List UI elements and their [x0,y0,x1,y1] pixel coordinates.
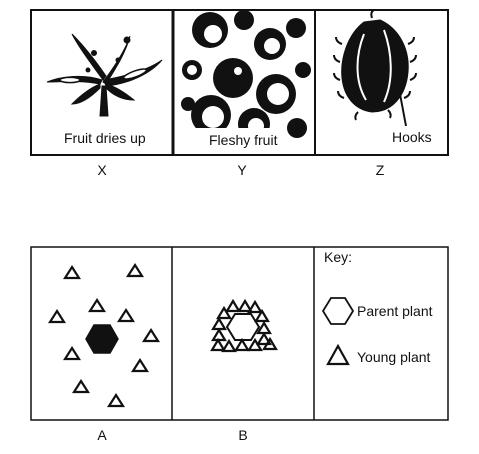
young-plant-triangle [74,381,88,392]
berry-cluster [181,10,311,140]
parent-plant-hexagon [86,325,118,353]
young-plant-triangle [128,265,142,276]
young-plant-triangle [249,302,261,312]
young-plant-triangle [90,300,104,311]
young-plant-triangle [50,311,64,322]
young-plant-triangle [223,341,235,351]
panel-letter-a: A [97,427,107,443]
fleshy-fruit-illustration [181,10,311,152]
young-plant-triangle [119,310,133,321]
young-plant-triangle [213,319,225,329]
panel-a-distribution [50,265,158,406]
legend-young-label: Young plant [357,349,431,365]
caption-fruit-dries-up: Fruit dries up [64,130,146,146]
young-plant-triangle [227,301,239,311]
young-plant-triangle [212,340,224,350]
caption-hooks: Hooks [392,129,432,145]
panel-letter-b: B [238,427,247,443]
panel-letter-z: Z [376,162,385,178]
young-plant-triangle [144,330,158,341]
legend-parent-symbol [323,298,353,324]
young-plant-triangle [133,360,147,371]
young-plant-triangle [239,301,251,311]
panel-letter-x: X [97,162,107,178]
young-plant-triangle [65,267,79,278]
caption-fleshy-fruit: Fleshy fruit [209,132,278,148]
young-plant-triangle [65,348,79,359]
young-plant-triangle [213,330,225,340]
legend-title: Key: [324,249,352,265]
panel-b-distribution [212,301,276,351]
legend-parent-label: Parent plant [357,303,433,319]
parent-plant-hexagon [227,314,259,340]
young-plant-triangle [236,340,248,350]
young-plant-triangle [109,395,123,406]
legend-young-symbol [328,346,348,364]
hooked-fruit-illustration [334,10,416,126]
dried-fruit-illustration [47,34,162,116]
panel-letter-y: Y [237,162,247,178]
young-plant-triangle [258,323,270,333]
legend: Key: Parent plant Young plant [323,249,433,365]
